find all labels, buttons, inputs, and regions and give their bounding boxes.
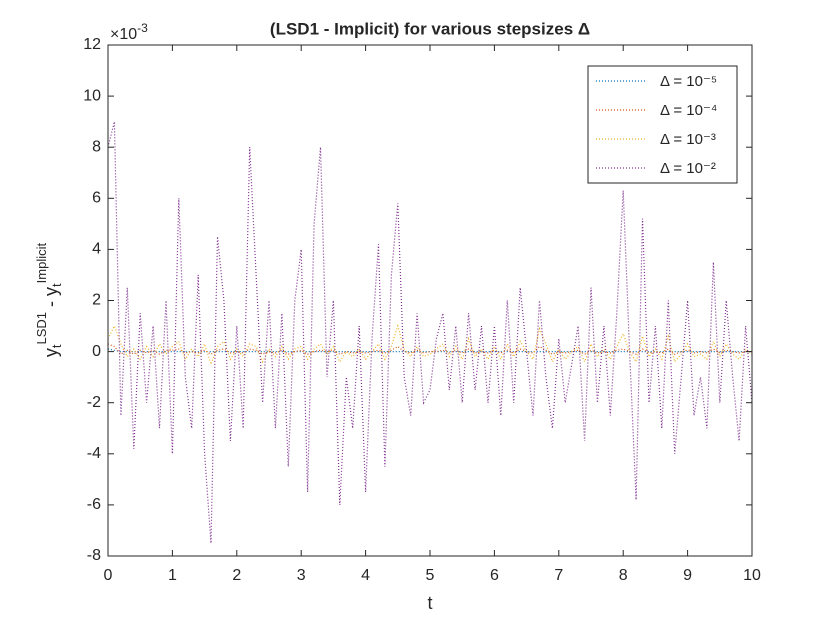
chart-title: (LSD1 - Implicit) for various stepsizes … <box>270 19 590 38</box>
x-tick-label: 0 <box>104 567 113 584</box>
y-tick-label: 6 <box>92 190 101 207</box>
x-tick-label: 10 <box>743 567 761 584</box>
y-tick-label: 4 <box>92 241 101 258</box>
legend-label: Δ = 10⁻³ <box>660 131 716 148</box>
x-tick-label: 4 <box>361 567 370 584</box>
x-tick-label: 9 <box>683 567 692 584</box>
y-axis-label: ytLSD1 - ytImplicit <box>34 243 64 358</box>
x-tick-label: 8 <box>619 567 628 584</box>
y-label-part: LSD1 <box>34 312 49 345</box>
y-tick-label: -4 <box>87 445 101 462</box>
x-axis-label: t <box>427 593 432 613</box>
y-tick-label: 2 <box>92 292 101 309</box>
y-tick-label: -2 <box>87 394 101 411</box>
y-label-part: y <box>41 348 61 357</box>
y-tick-label: -8 <box>87 547 101 564</box>
y-exponent-label: ×10-3 <box>110 21 148 43</box>
x-tick-label: 3 <box>297 567 306 584</box>
x-tick-label: 1 <box>168 567 177 584</box>
exponent-base: ×10 <box>110 26 137 43</box>
x-tick-label: 2 <box>232 567 241 584</box>
legend-label: Δ = 10⁻⁴ <box>660 102 717 119</box>
y-label-part: t <box>49 283 64 287</box>
y-tick-label: 8 <box>92 138 101 155</box>
legend-label: Δ = 10⁻⁵ <box>660 73 717 90</box>
y-label-part: - y <box>41 287 61 312</box>
y-label-part: Implicit <box>34 243 49 284</box>
exponent-power: -3 <box>137 21 148 35</box>
y-tick-label: 10 <box>83 87 101 104</box>
x-tick-label: 5 <box>426 567 435 584</box>
legend-label: Δ = 10⁻² <box>660 160 716 177</box>
y-label-part: t <box>49 344 64 348</box>
y-tick-label: 0 <box>92 343 101 360</box>
y-tick-label: 12 <box>83 36 101 53</box>
x-tick-label: 6 <box>490 567 499 584</box>
legend-box <box>587 65 738 184</box>
y-tick-label: -6 <box>87 496 101 513</box>
x-tick-label: 7 <box>554 567 563 584</box>
